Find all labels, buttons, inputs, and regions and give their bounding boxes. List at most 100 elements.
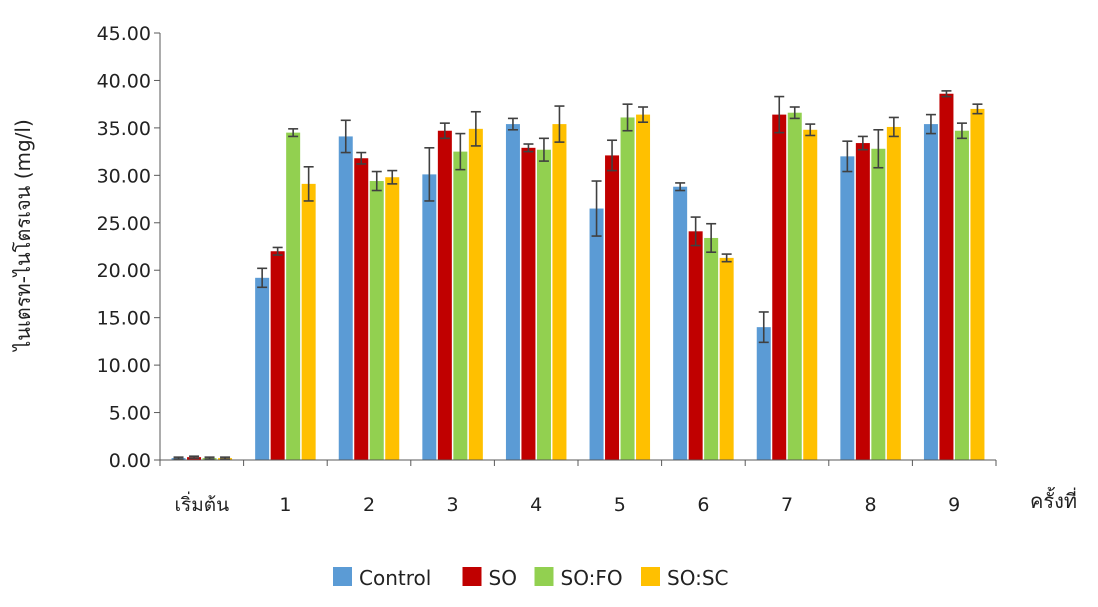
bar-so-fo-6 [704, 237, 719, 460]
bar-so-fo-9 [954, 130, 969, 461]
error-bar [371, 170, 382, 192]
error-bar [288, 128, 299, 138]
legend-swatch [462, 567, 482, 586]
bar-so-1 [270, 251, 285, 460]
bar-so-fo-8 [871, 148, 886, 460]
bar-so-3 [437, 130, 452, 461]
bar-so-fo-1 [286, 132, 301, 460]
error-bar [888, 116, 899, 138]
bar-so-sc-2 [385, 177, 400, 460]
error-bar [758, 311, 769, 344]
x-tick-label: 6 [697, 494, 709, 516]
bar-so-sc-9 [970, 108, 985, 461]
error-bar [356, 151, 367, 165]
y-tick-label: 45.00 [97, 23, 151, 45]
x-tick-label: 4 [530, 494, 542, 516]
error-bar [538, 137, 549, 162]
x-tick-label: 1 [279, 494, 291, 516]
x-tick-label: 8 [865, 494, 877, 516]
bar-control-8 [840, 156, 855, 460]
y-tick-label: 0.00 [109, 450, 151, 472]
error-bar [622, 103, 633, 132]
bar-control-3 [422, 174, 437, 460]
x-tick-label: 7 [781, 494, 793, 516]
bar-so-sc-6 [719, 257, 734, 460]
error-bar [925, 113, 936, 135]
error-bar [523, 143, 534, 153]
error-bar [424, 147, 435, 202]
error-bar [972, 103, 983, 115]
x-tick-label: 2 [363, 494, 375, 516]
legend: Control SO SO:FO SO:SC [333, 566, 728, 590]
y-tick-label: 40.00 [97, 70, 151, 92]
y-tick-labels: 0.00 5.00 10.00 15.00 20.00 25.00 30.00 35.00 40… [97, 23, 151, 472]
bars-layer [171, 93, 985, 461]
bar-so-sc-4 [552, 124, 567, 461]
error-bar [204, 456, 215, 460]
y-axis-title: ไนเตรท-ไนโตรเจน (mg/l) [11, 119, 35, 353]
bar-so-sc-1 [301, 183, 316, 460]
error-bar [690, 216, 701, 247]
bar-control-5 [589, 208, 604, 460]
bar-so-6 [688, 231, 703, 460]
bar-so-fo-4 [536, 149, 551, 461]
bar-so-fo-2 [369, 181, 384, 460]
bar-so-sc-3 [468, 128, 483, 461]
y-tick-label: 25.00 [97, 213, 151, 235]
error-bar [591, 180, 602, 237]
error-bar [774, 95, 785, 134]
bar-so-fo-3 [453, 151, 468, 460]
legend-label: SO:FO [561, 566, 623, 590]
bar-so-sc-5 [636, 114, 651, 461]
error-bar [173, 456, 184, 460]
legend-swatch [534, 567, 554, 586]
y-tick-label: 5.00 [109, 403, 151, 425]
error-bar [439, 122, 450, 140]
error-bar [706, 222, 717, 253]
error-bar [455, 132, 466, 171]
error-bar [507, 117, 518, 131]
bar-control-9 [923, 124, 938, 461]
error-bar [257, 267, 268, 289]
legend-label: Control [359, 566, 431, 590]
error-bar [857, 135, 868, 151]
x-tick-label: 5 [614, 494, 626, 516]
bar-control-7 [756, 327, 771, 460]
y-tick-label: 35.00 [97, 118, 151, 140]
bar-so-fo-7 [787, 112, 802, 460]
error-bar [873, 128, 884, 169]
error-bar [805, 123, 816, 137]
bar-so-sc-8 [886, 126, 901, 460]
y-tick-label: 30.00 [97, 165, 151, 187]
error-bar [303, 165, 314, 202]
y-tick-label: 15.00 [97, 308, 151, 330]
bar-so-sc-7 [803, 129, 818, 460]
y-tick-label: 20.00 [97, 260, 151, 282]
error-bar [842, 140, 853, 173]
error-bar [554, 105, 565, 143]
error-bar [220, 456, 231, 460]
error-bar [941, 90, 952, 98]
error-bar [272, 246, 283, 256]
error-bar [189, 455, 200, 459]
error-bar [607, 139, 618, 172]
bar-so-fo-5 [620, 117, 635, 460]
bar-control-4 [505, 124, 520, 461]
x-tick-labels: เริ่มต้น 1 2 3 4 5 6 7 8 9 [175, 491, 961, 516]
error-bar [956, 122, 967, 140]
error-bar [789, 106, 800, 120]
error-bar [721, 253, 732, 263]
error-bar [340, 119, 351, 154]
bar-so-8 [855, 143, 870, 460]
legend-swatch [641, 567, 660, 586]
bar-control-2 [338, 136, 353, 460]
axes-layer [154, 32, 997, 466]
x-tick-label: 9 [948, 494, 960, 516]
legend-item-so-sc: SO:SC [641, 566, 728, 590]
legend-label: SO:SC [667, 566, 728, 590]
x-tick-label: เริ่มต้น [175, 491, 230, 516]
legend-swatch [333, 567, 352, 586]
y-tick-label: 10.00 [97, 355, 151, 377]
error-bar [387, 169, 398, 185]
